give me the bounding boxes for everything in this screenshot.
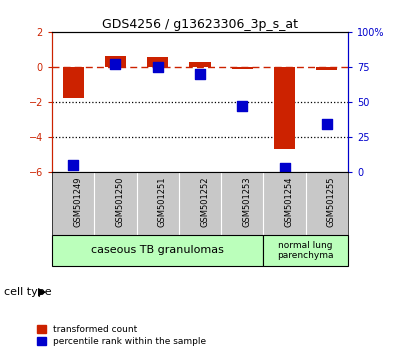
Point (197, 71, 203, 76)
Text: cell type: cell type (4, 287, 52, 297)
Text: GSM501254: GSM501254 (284, 177, 294, 227)
Point (239, 103, 246, 109)
Text: GSM501249: GSM501249 (73, 177, 82, 227)
Point (324, 121, 330, 127)
Bar (62, 67, 84, 98)
Point (70, 162, 76, 167)
Text: GSM501250: GSM501250 (116, 177, 124, 227)
Bar (190, 62, 210, 67)
Text: ▶: ▶ (38, 287, 46, 297)
Text: normal lung
parenchyma: normal lung parenchyma (278, 241, 334, 260)
Text: GSM501255: GSM501255 (327, 177, 336, 227)
Bar (52, 235, 264, 266)
Legend: transformed count, percentile rank within the sample: transformed count, percentile rank withi… (36, 325, 206, 346)
Text: GSM501253: GSM501253 (242, 177, 251, 227)
Bar (105, 56, 126, 67)
Text: GSM501252: GSM501252 (200, 177, 209, 227)
Point (281, 165, 288, 171)
Title: GDS4256 / g13623306_3p_s_at: GDS4256 / g13623306_3p_s_at (102, 18, 298, 31)
Bar (147, 57, 168, 67)
Point (112, 61, 119, 67)
Text: caseous TB granulomas: caseous TB granulomas (91, 245, 224, 255)
Point (154, 64, 161, 70)
Bar (232, 67, 253, 69)
Bar (274, 67, 295, 149)
Bar (316, 67, 338, 70)
Text: GSM501251: GSM501251 (158, 177, 167, 227)
Bar (264, 235, 348, 266)
